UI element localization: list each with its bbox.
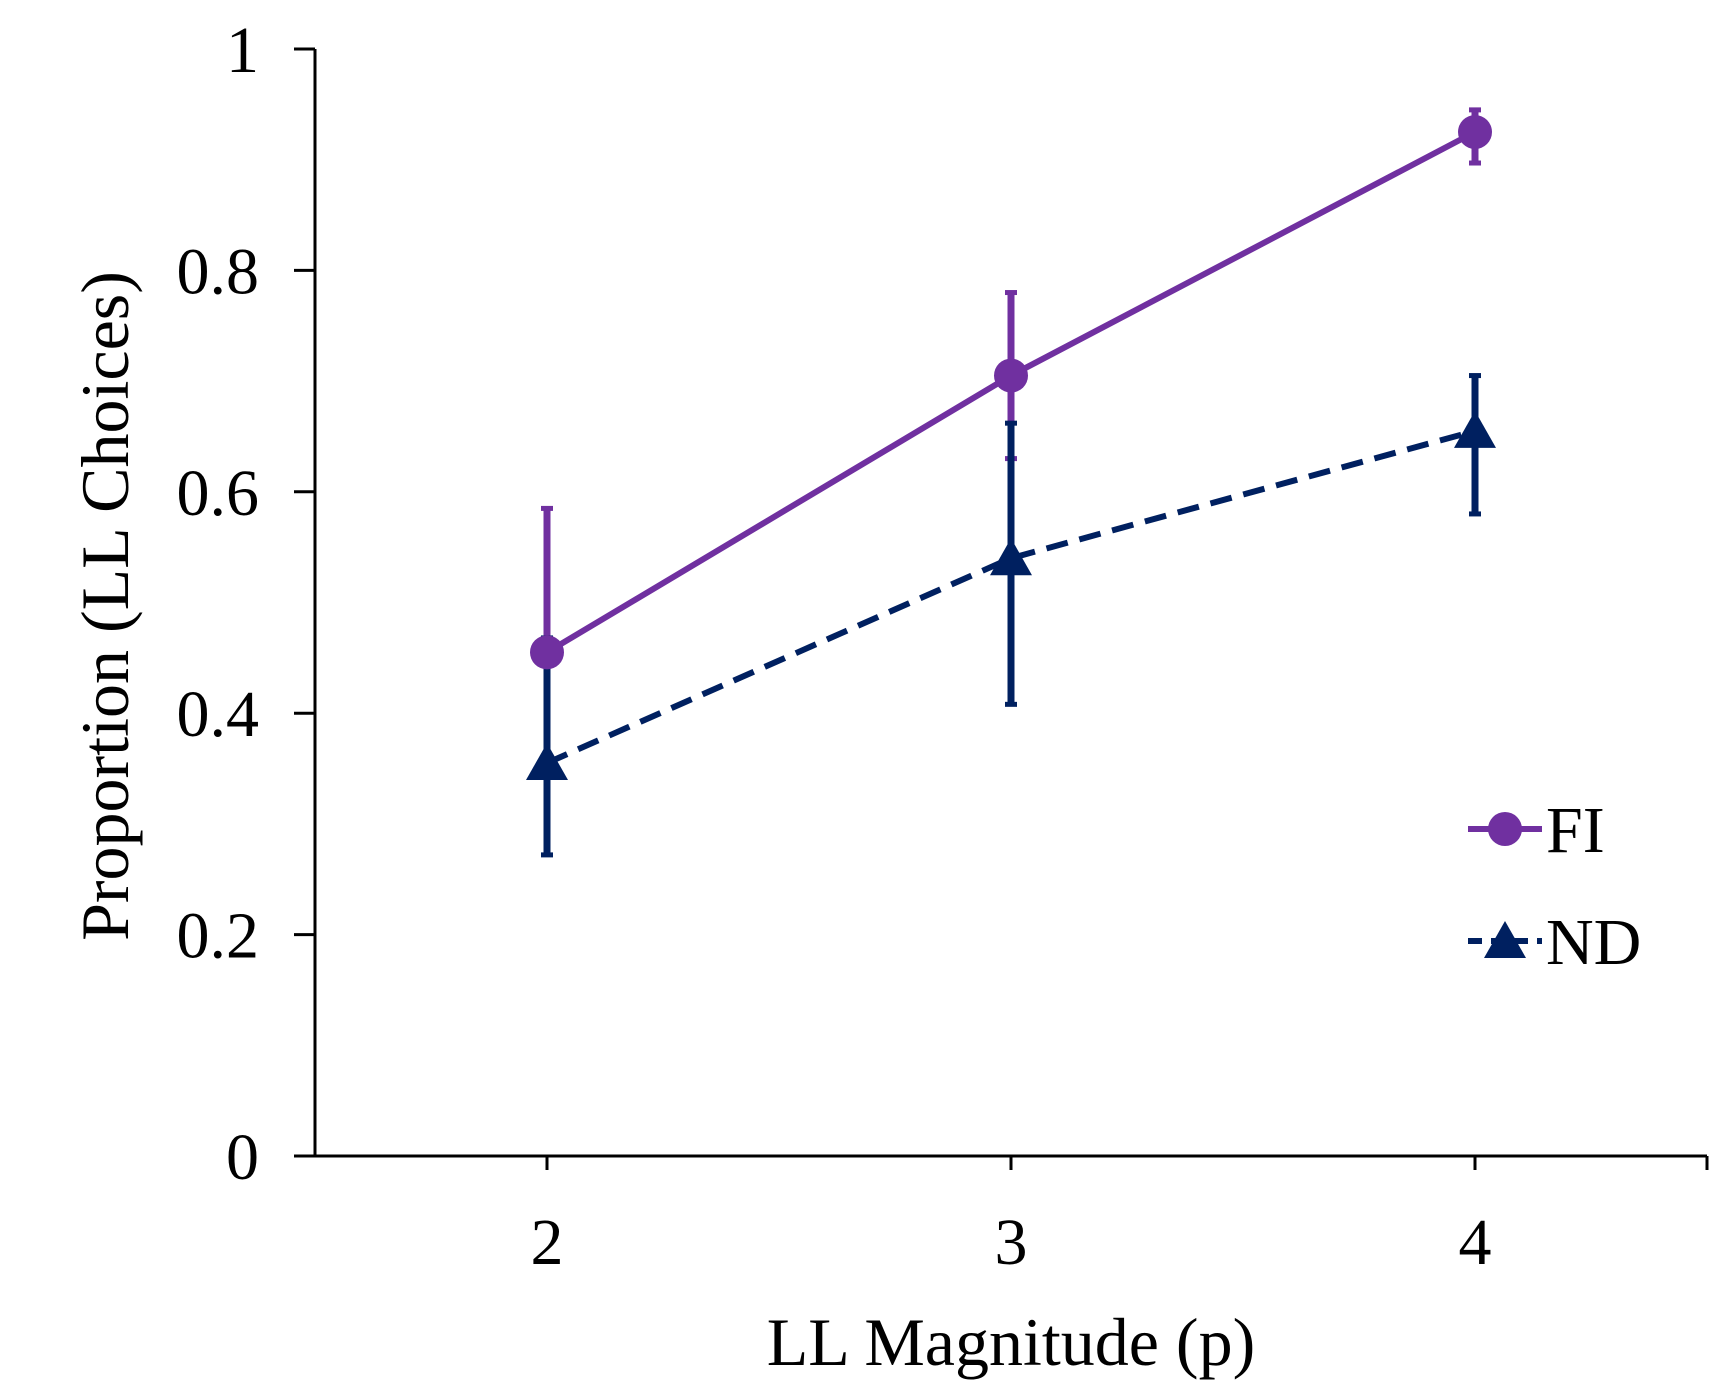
legend-label-fi: FI [1546,794,1605,867]
y-tick-label: 0.2 [177,900,260,973]
x-tick-label: 4 [1459,1206,1492,1279]
y-tick-label: 0.4 [177,678,260,751]
x-tick-label: 2 [531,1206,564,1279]
y-tick-label: 0 [226,1121,259,1194]
x-axis-title: LL Magnitude (p) [767,1304,1255,1380]
axes: 0 0.2 0.4 0.6 0.8 1 2 3 4 [177,14,1708,1279]
data-point-fi [530,635,564,669]
legend: FI ND [1468,794,1641,979]
error-bars [541,110,1481,855]
legend-label-nd: ND [1546,906,1641,979]
legend-marker-fi [1488,812,1522,846]
data-point-nd [526,743,568,780]
data-point-fi [994,359,1028,393]
y-tick-label: 1 [226,14,259,87]
data-point-nd [1454,411,1496,448]
x-tick-label: 3 [995,1206,1028,1279]
y-axis-title: Proportion (LL Choices) [67,271,143,941]
data-point-fi [1458,115,1492,149]
y-tick-label: 0.8 [177,235,260,308]
y-tick-label: 0.6 [177,457,260,530]
